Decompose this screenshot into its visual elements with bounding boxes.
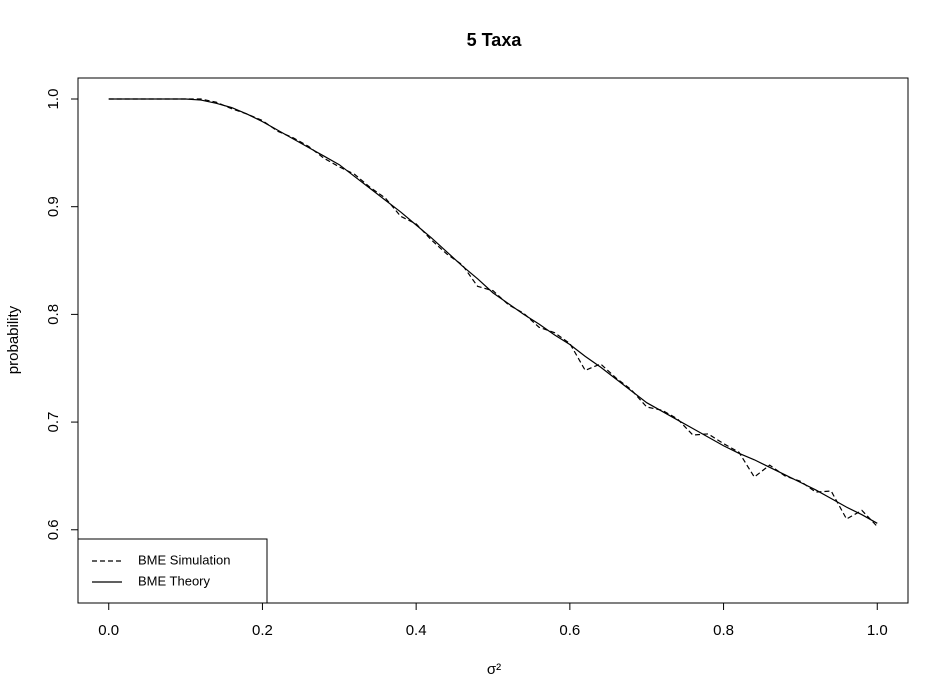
x-tick-label: 0.2: [252, 622, 273, 639]
x-tick-label: 0.4: [406, 622, 427, 639]
x-tick-label: 1.0: [867, 622, 888, 639]
x-tick-label: 0.8: [713, 622, 734, 639]
y-tick-label: 0.8: [45, 304, 62, 325]
y-tick-label: 1.0: [45, 89, 62, 110]
legend-box: [77, 538, 268, 604]
x-axis-label: σ²: [487, 661, 501, 678]
y-axis-label: probability: [5, 305, 22, 374]
chart-title: 5 Taxa: [467, 30, 523, 50]
series-line: [108, 98, 878, 527]
plot-frame: [77, 77, 909, 604]
x-tick-label: 0.6: [559, 622, 580, 639]
series-line: [108, 98, 878, 524]
x-tick-label: 0.0: [98, 622, 119, 639]
y-tick-label: 0.7: [45, 412, 62, 433]
legend-label: BME Simulation: [138, 552, 230, 567]
y-tick-label: 0.6: [45, 519, 62, 540]
legend-label: BME Theory: [138, 573, 211, 588]
y-tick-label: 0.9: [45, 196, 62, 217]
